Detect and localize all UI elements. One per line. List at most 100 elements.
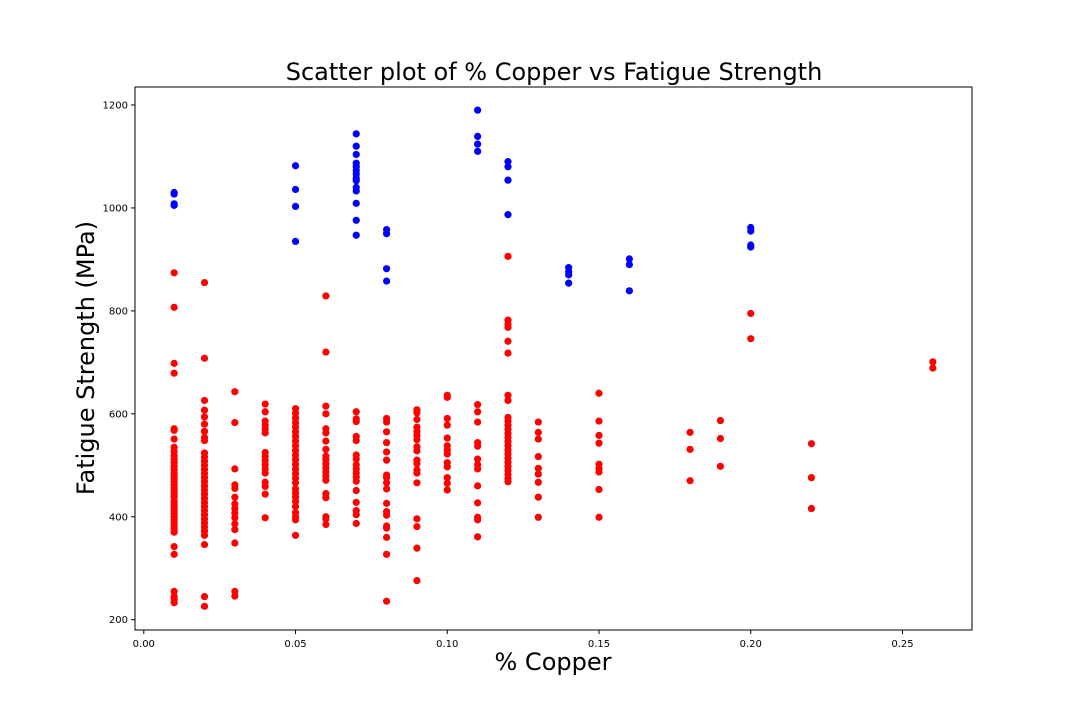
y-tick-label: 1200 <box>103 101 128 112</box>
data-point <box>231 592 239 600</box>
data-point <box>231 493 239 501</box>
x-tick-label: 0.10 <box>436 639 458 650</box>
data-point <box>474 106 482 114</box>
data-point <box>504 337 512 345</box>
data-point <box>504 349 512 357</box>
data-point <box>170 269 178 277</box>
data-point <box>686 477 694 485</box>
data-point <box>200 413 209 421</box>
data-point <box>261 469 269 477</box>
data-point <box>322 520 330 529</box>
data-point <box>291 237 300 246</box>
data-point <box>291 162 300 170</box>
data-point <box>352 498 360 506</box>
data-point <box>716 434 725 443</box>
data-point <box>322 402 330 410</box>
chart-title: Scatter plot of % Copper vs Fatigue Stre… <box>286 58 823 86</box>
y-tick-label: 600 <box>109 409 128 420</box>
data-point <box>291 479 300 487</box>
data-point <box>413 515 421 523</box>
data-point <box>200 540 209 549</box>
data-point <box>686 428 694 436</box>
data-point <box>261 514 269 522</box>
y-tick-label: 400 <box>109 512 128 523</box>
data-point <box>413 447 421 455</box>
data-point <box>474 140 482 148</box>
data-point <box>291 497 300 505</box>
data-point <box>382 230 391 238</box>
data-point <box>474 455 482 463</box>
data-point <box>382 456 391 464</box>
data-point <box>170 587 178 596</box>
data-point <box>291 185 300 194</box>
data-point <box>474 442 482 450</box>
data-point <box>382 485 391 493</box>
data-point <box>382 277 391 285</box>
data-point <box>322 445 330 453</box>
data-point <box>595 389 603 397</box>
data-point <box>200 531 209 539</box>
data-point <box>595 485 603 494</box>
data-point <box>443 486 451 494</box>
data-point <box>443 434 451 442</box>
data-point <box>565 279 573 287</box>
data-point <box>413 479 421 487</box>
data-point <box>170 528 178 536</box>
data-point <box>352 436 360 445</box>
data-point <box>170 543 178 551</box>
y-tick-label: 200 <box>109 615 128 626</box>
data-point <box>534 478 542 486</box>
data-point <box>382 418 391 426</box>
data-point <box>382 428 391 436</box>
data-point <box>382 479 391 487</box>
data-point <box>352 199 360 207</box>
data-point <box>595 468 603 476</box>
data-point <box>322 494 330 502</box>
data-point <box>231 484 239 493</box>
data-point <box>382 439 391 447</box>
data-point <box>352 486 360 495</box>
data-point <box>322 429 330 437</box>
data-point <box>443 421 451 429</box>
data-point <box>170 426 178 434</box>
data-point <box>595 513 603 521</box>
data-point <box>231 514 239 522</box>
data-point <box>382 550 391 558</box>
data-point <box>261 400 269 408</box>
data-point <box>170 435 178 443</box>
data-point <box>200 354 209 362</box>
data-point <box>322 410 330 418</box>
data-point <box>474 499 482 507</box>
data-point <box>322 292 330 300</box>
data-point <box>443 479 451 487</box>
data-point <box>200 427 209 435</box>
x-axis-label: % Copper <box>495 648 612 676</box>
data-point <box>565 271 573 279</box>
data-point <box>382 448 391 456</box>
data-point <box>261 482 269 490</box>
x-tick-label: 0.00 <box>133 639 155 650</box>
data-point <box>929 364 937 372</box>
data-point <box>474 147 482 155</box>
data-point <box>352 511 360 519</box>
data-point <box>352 216 360 224</box>
data-point <box>200 406 209 414</box>
x-tick-label: 0.05 <box>284 639 306 650</box>
data-point <box>474 408 482 416</box>
data-point <box>747 227 755 235</box>
data-point <box>595 439 603 447</box>
y-axis-ticks: 200 400 600 800 1000 1200 <box>103 101 135 626</box>
data-point <box>413 409 421 417</box>
data-point <box>443 463 451 471</box>
data-point <box>200 278 209 287</box>
data-point <box>807 504 816 513</box>
data-point <box>200 420 209 428</box>
data-point <box>474 465 482 473</box>
data-point <box>504 211 512 219</box>
data-point <box>443 450 451 458</box>
data-point <box>504 478 512 486</box>
data-point <box>413 435 421 444</box>
data-point <box>413 576 421 585</box>
data-point <box>747 309 755 318</box>
data-point <box>261 408 269 416</box>
